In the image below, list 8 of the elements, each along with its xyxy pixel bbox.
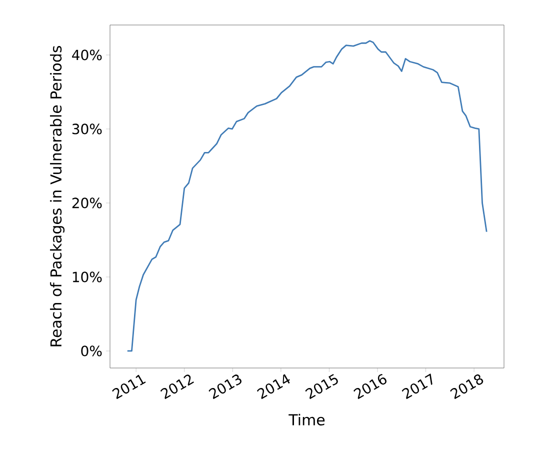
y-tick-label: 20% bbox=[72, 198, 102, 208]
line-series bbox=[126, 40, 488, 352]
y-axis-title: Reach of Packages in Vulnerable Periods bbox=[50, 46, 65, 346]
y-tick-label: 40% bbox=[72, 50, 102, 60]
y-tick-label: 30% bbox=[72, 124, 102, 134]
y-tick-label: 0% bbox=[81, 346, 102, 356]
x-axis-title: Time bbox=[288, 414, 325, 426]
y-tick-label: 10% bbox=[72, 272, 102, 282]
